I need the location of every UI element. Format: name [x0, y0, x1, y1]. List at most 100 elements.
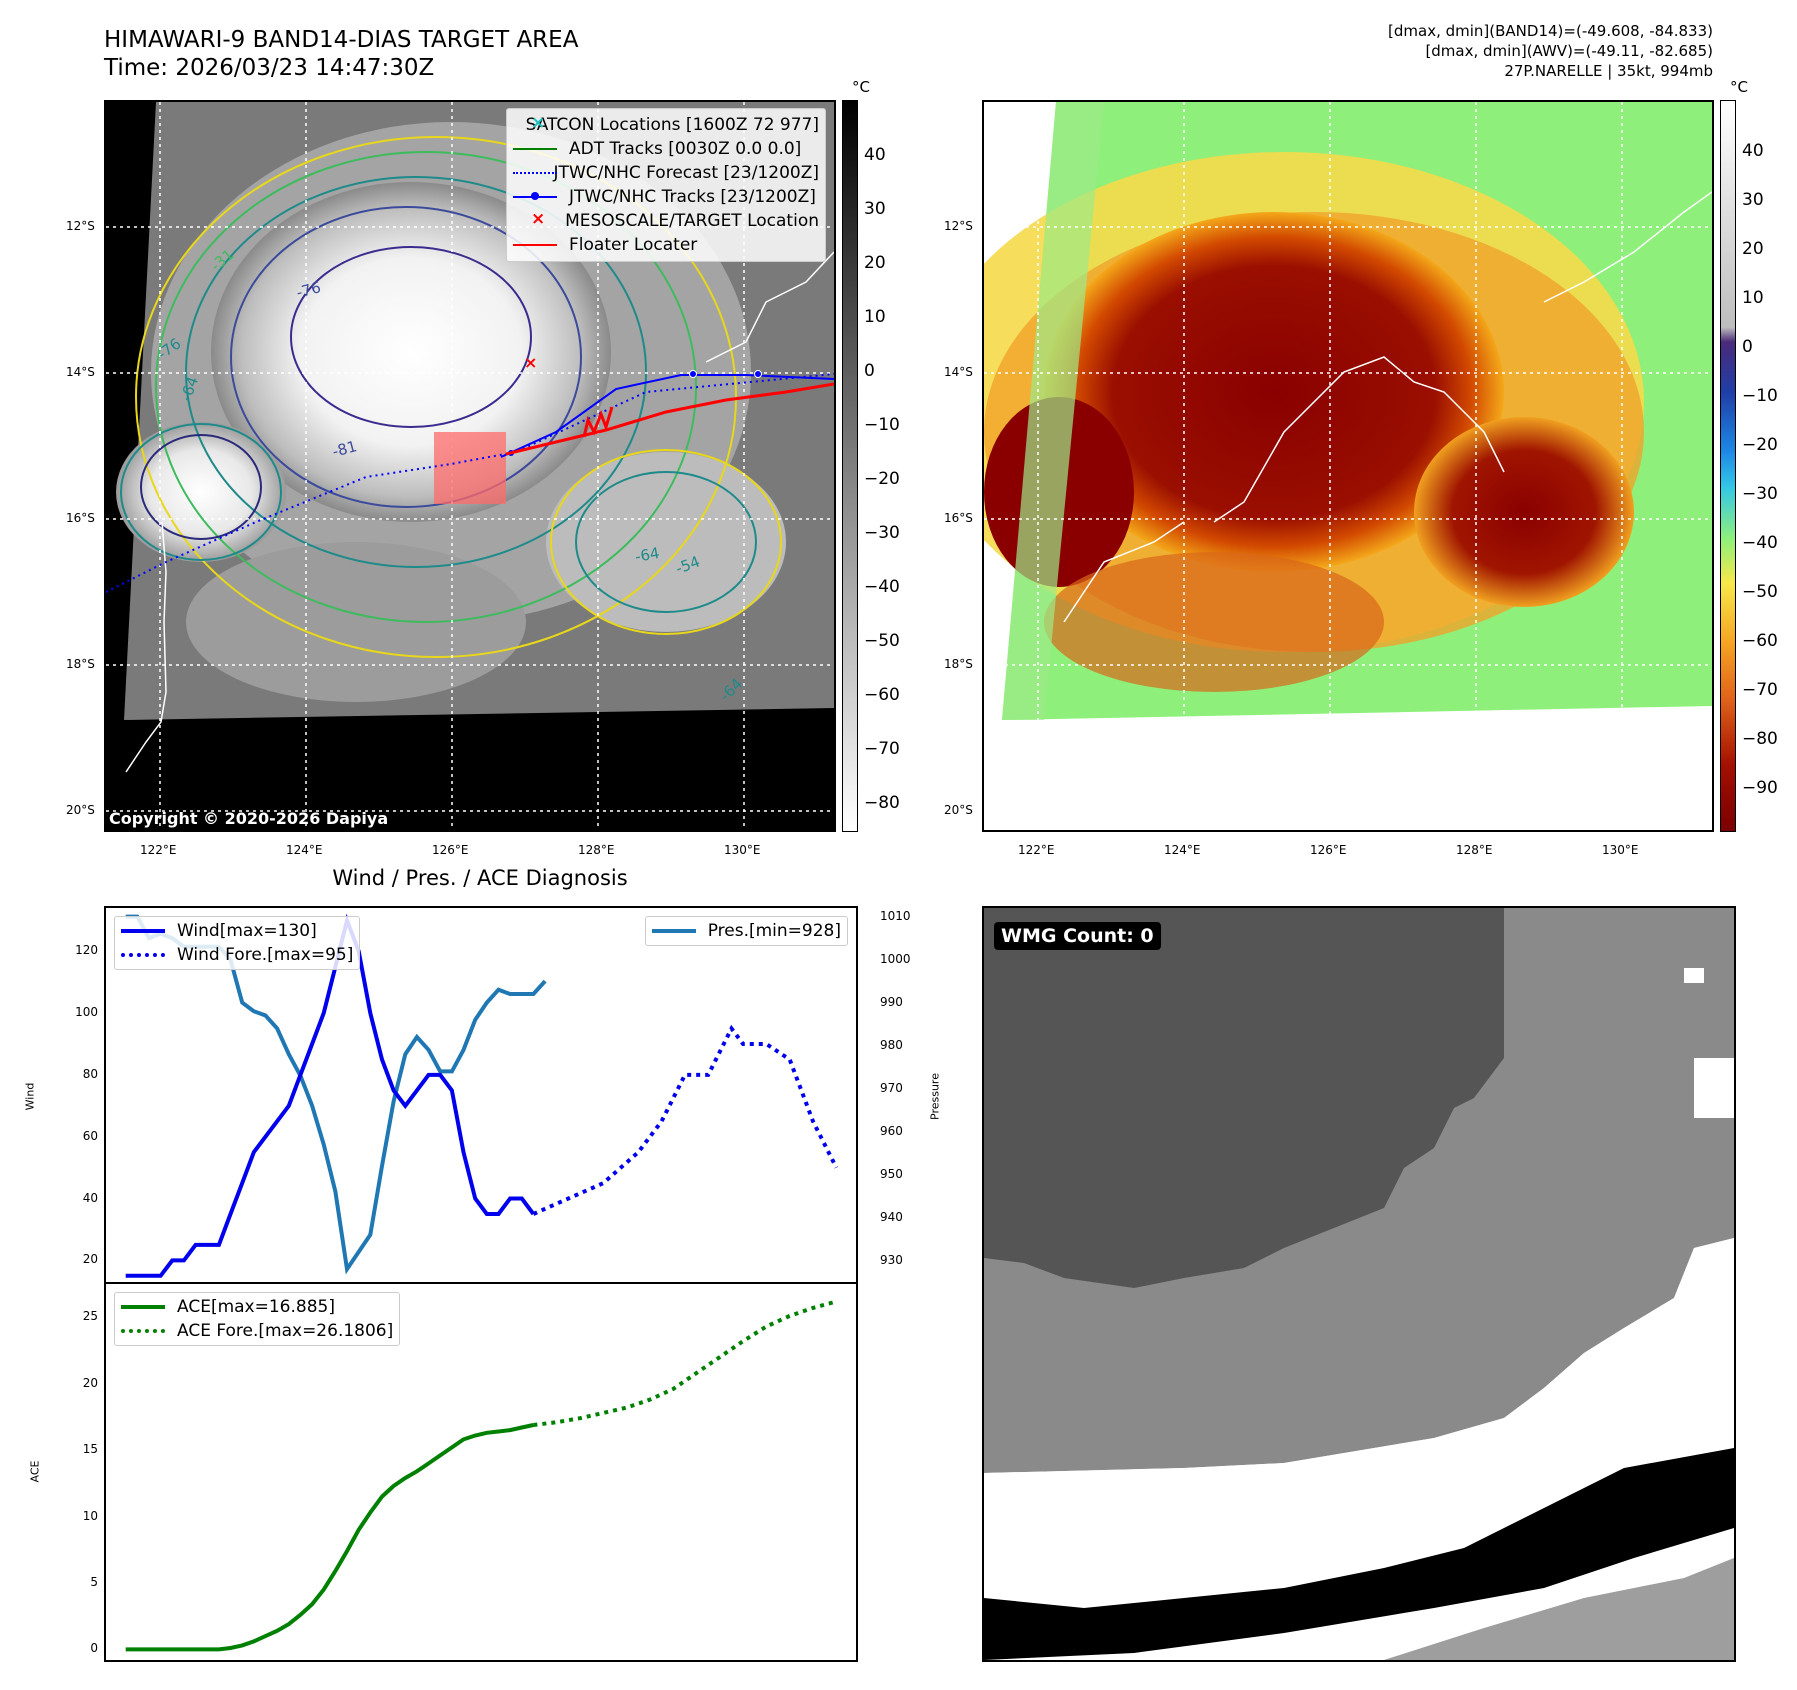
- storm-info: 27P.NARELLE | 35kt, 994mb: [1504, 62, 1713, 80]
- colorbar-tick: −70: [1742, 680, 1778, 700]
- pressure-tick: 990: [880, 994, 903, 1009]
- colorbar-tick: −60: [1742, 631, 1778, 651]
- ace-axis-label: ACE: [28, 1460, 42, 1483]
- wind-tick: 20: [82, 1252, 98, 1267]
- contour-label: -76: [154, 334, 184, 363]
- legend-item: ADT Tracks [0030Z 0.0 0.0]: [507, 137, 825, 161]
- pressure-legend: Pres.[min=928]: [644, 916, 848, 946]
- ir-colorbar: [842, 100, 858, 832]
- lon-label: 126°E: [432, 843, 469, 857]
- contour-label: -76: [294, 278, 322, 302]
- lat-label: 16°S: [66, 511, 95, 525]
- ace-forecast-line: [533, 1299, 837, 1427]
- contour-label: -64: [177, 374, 202, 403]
- figure-time: Time: 2026/03/23 14:47:30Z: [104, 55, 435, 81]
- wind-pressure-plot: Wind[max=130] Wind Fore.[max=95] Pres.[m…: [104, 906, 858, 1284]
- colorbar-tick: −40: [864, 577, 900, 597]
- colorbar-tick: −30: [1742, 484, 1778, 504]
- lat-label: 12°S: [66, 219, 95, 233]
- ace-tick: 25: [82, 1309, 98, 1324]
- colorbar-tick: −50: [1742, 582, 1778, 602]
- ace-tick: 0: [90, 1641, 98, 1656]
- pressure-tick: 980: [880, 1037, 903, 1052]
- wmg-count-badge: WMG Count: 0: [994, 922, 1161, 950]
- wind-tick: 100: [75, 1005, 98, 1020]
- contour-label: -54: [673, 552, 702, 577]
- lon-label: 128°E: [578, 843, 615, 857]
- colorbar-tick: −60: [864, 685, 900, 705]
- colorbar-tick: −10: [1742, 386, 1778, 406]
- wmg-imagery: [984, 908, 1734, 1660]
- ace-chart: [125, 1299, 837, 1652]
- awv-map-panel: [982, 100, 1714, 832]
- ace-plot: ACE[max=16.885] ACE Fore.[max=26.1806]: [104, 1282, 858, 1662]
- colorbar-tick: −20: [1742, 435, 1778, 455]
- ir-map-panel: × -76 -81 -64 -54 -76 -64 -64 -31 × SATC…: [104, 100, 836, 832]
- contour-label: -64: [634, 544, 661, 566]
- wind-axis-label: Wind: [23, 1082, 37, 1111]
- wind-forecast-line: [532, 1024, 839, 1216]
- colorbar-tick: −50: [864, 631, 900, 651]
- colorbar-tick: 0: [864, 361, 875, 381]
- colorbar-tick: 30: [1742, 190, 1764, 210]
- lat-label: 20°S: [66, 803, 95, 817]
- colorbar-tick: 20: [864, 253, 886, 273]
- ace-line: [125, 1423, 534, 1652]
- contour-label: -31: [207, 246, 237, 276]
- colorbar-tick: −30: [864, 523, 900, 543]
- wind-tick: 40: [82, 1190, 98, 1205]
- legend-item: ACE Fore.[max=26.1806]: [115, 1319, 399, 1343]
- ir-contour-labels: -76 -81 -64 -54 -76 -64 -64 -31: [154, 246, 746, 705]
- colorbar-tick: 30: [864, 199, 886, 219]
- colorbar-tick: 10: [864, 307, 886, 327]
- lon-label: 124°E: [1164, 843, 1201, 857]
- lat-label: 18°S: [944, 657, 973, 671]
- wind-line: [125, 913, 536, 1278]
- legend-item: Wind[max=130]: [115, 919, 359, 943]
- pressure-tick: 970: [880, 1080, 903, 1095]
- pressure-axis-label: Pressure: [928, 1073, 942, 1120]
- wind-tick: 80: [82, 1066, 98, 1081]
- lon-label: 126°E: [1310, 843, 1347, 857]
- wind-tick: 120: [75, 943, 98, 958]
- colorbar-tick: −80: [864, 793, 900, 813]
- colorbar-tick: −80: [1742, 729, 1778, 749]
- ir-colorbar-unit: °C: [852, 78, 870, 96]
- awv-imagery: [984, 102, 1712, 830]
- legend-item: × MESOSCALE/TARGET Location: [531, 209, 819, 231]
- svg-text:×: ×: [524, 353, 537, 372]
- figure-title: HIMAWARI-9 BAND14-DIAS TARGET AREA: [104, 27, 579, 53]
- colorbar-tick: 10: [1742, 288, 1764, 308]
- ace-tick: 5: [90, 1574, 98, 1589]
- colorbar-tick: −20: [864, 469, 900, 489]
- ace-tick: 15: [82, 1442, 98, 1457]
- ace-legend: ACE[max=16.885] ACE Fore.[max=26.1806]: [114, 1292, 401, 1346]
- diagnosis-title: Wind / Pres. / ACE Diagnosis: [332, 866, 628, 890]
- colorbar-tick: −10: [864, 415, 900, 435]
- pressure-tick: 950: [880, 1166, 903, 1181]
- awv-colorbar: [1720, 100, 1736, 832]
- colorbar-tick: −40: [1742, 533, 1778, 553]
- lat-label: 14°S: [66, 365, 95, 379]
- ir-legend: × SATCON Locations [1600Z 72 977] ADT Tr…: [506, 108, 826, 262]
- legend-item: × SATCON Locations [1600Z 72 977]: [525, 113, 819, 135]
- contour-label: -64: [716, 675, 746, 705]
- legend-item: Wind Fore.[max=95]: [115, 943, 359, 967]
- legend-item: JTWC/NHC Tracks [23/1200Z]: [507, 185, 825, 209]
- wmg-panel: WMG Count: 0: [982, 906, 1736, 1662]
- pressure-tick: 1010: [880, 908, 911, 923]
- ace-tick: 10: [82, 1508, 98, 1523]
- wind-legend: Wind[max=130] Wind Fore.[max=95]: [114, 916, 361, 970]
- lon-label: 128°E: [1456, 843, 1493, 857]
- colorbar-tick: −90: [1742, 778, 1778, 798]
- awv-colorbar-unit: °C: [1730, 78, 1748, 96]
- legend-item: Pres.[min=928]: [646, 919, 847, 943]
- lat-label: 14°S: [944, 365, 973, 379]
- colorbar-tick: 0: [1742, 337, 1753, 357]
- lat-label: 16°S: [944, 511, 973, 525]
- copyright-text: Copyright © 2020-2026 Dapiya: [109, 809, 389, 828]
- lat-label: 18°S: [66, 657, 95, 671]
- pressure-tick: 940: [880, 1209, 903, 1224]
- legend-item: Floater Locater: [507, 233, 825, 257]
- lat-label: 20°S: [944, 803, 973, 817]
